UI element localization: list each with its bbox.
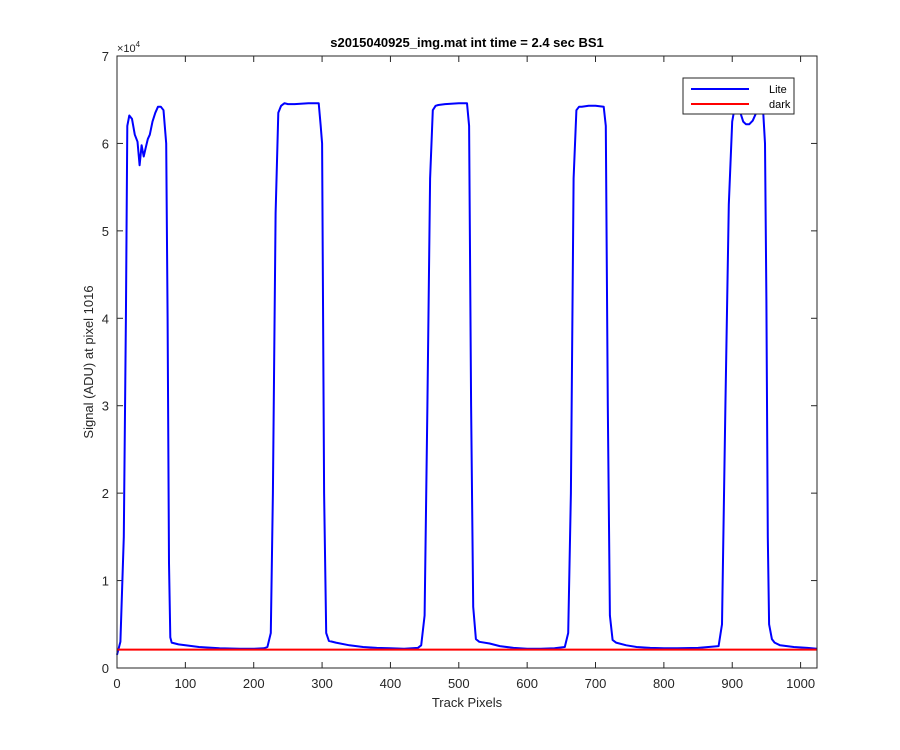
x-tick-label: 200 bbox=[243, 676, 265, 691]
y-tick-label: 4 bbox=[102, 311, 109, 326]
y-tick-label: 5 bbox=[102, 224, 109, 239]
plot-area bbox=[117, 56, 817, 668]
y-tick-label: 2 bbox=[102, 486, 109, 501]
x-axis-label: Track Pixels bbox=[432, 695, 503, 710]
legend-box bbox=[682, 77, 795, 115]
y-tick-label: 0 bbox=[102, 661, 109, 676]
series-group bbox=[116, 102, 818, 656]
y-axis-exponent-power: 4 bbox=[136, 40, 141, 49]
y-axis-label: Signal (ADU) at pixel 1016 bbox=[81, 285, 96, 438]
legend-label-lite: Lite bbox=[769, 84, 787, 96]
legend-label-dark: dark bbox=[769, 99, 791, 111]
x-tick-label: 300 bbox=[311, 676, 333, 691]
y-axis-exponent: ×104 bbox=[117, 40, 141, 55]
legend: Lite dark bbox=[682, 77, 795, 115]
x-tick-label: 400 bbox=[380, 676, 402, 691]
series-line-lite bbox=[116, 102, 818, 656]
x-tick-label: 500 bbox=[448, 676, 470, 691]
x-tick-label: 900 bbox=[721, 676, 743, 691]
plot-frame bbox=[116, 55, 818, 669]
x-tick-label: 1000 bbox=[786, 676, 815, 691]
x-tick-label: 0 bbox=[113, 676, 120, 691]
x-tick-label: 100 bbox=[175, 676, 197, 691]
x-tick-label: 800 bbox=[653, 676, 675, 691]
chart-title: s2015040925_img.mat int time = 2.4 sec B… bbox=[330, 35, 604, 50]
y-tick-label: 1 bbox=[102, 574, 109, 589]
y-tick-label: 7 bbox=[102, 49, 109, 64]
y-tick-label: 6 bbox=[102, 136, 109, 151]
x-tick-label: 600 bbox=[516, 676, 538, 691]
y-axis-exponent-base: ×10 bbox=[117, 43, 136, 55]
axis-ticks: 0 100 200 300 400 500 600 700 800 900 1000 0 1 2 3 4 5 6 7 bbox=[102, 49, 817, 691]
x-tick-label: 700 bbox=[585, 676, 607, 691]
y-tick-label: 3 bbox=[102, 399, 109, 414]
